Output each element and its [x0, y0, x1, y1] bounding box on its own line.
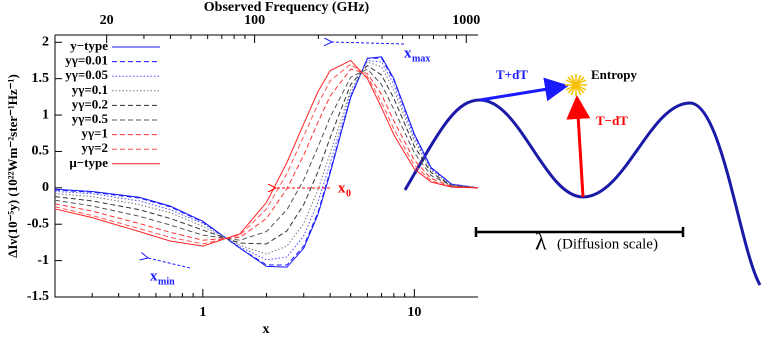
x2-axis-title: Observed Frequency (GHz)	[204, 0, 370, 15]
x-tick-label: 10	[407, 305, 421, 320]
arrow-cold	[566, 95, 591, 198]
y-tick-label: 0.5	[32, 144, 50, 159]
series-line	[54, 64, 479, 245]
series-line	[54, 63, 479, 245]
series-line	[54, 59, 479, 261]
y-tick-label: 0	[42, 180, 49, 195]
legend-label: yγ=0.5	[72, 111, 109, 126]
annotation-subscript: max	[412, 53, 430, 64]
y-tick-label: -1.5	[27, 289, 49, 304]
x2-tick-label: 100	[244, 13, 265, 28]
x2-tick-label: 1000	[452, 13, 480, 28]
diagram: T+dT Entropy T−dT λ (Diffusion scale)	[403, 67, 762, 286]
legend-label: yγ=0.01	[65, 53, 108, 68]
scale-text: (Diffusion scale)	[557, 236, 658, 252]
annotation-label: x	[338, 180, 346, 196]
legend-label: μ−type	[69, 155, 108, 170]
annotation-label: x	[150, 268, 158, 284]
annotation-arrow	[332, 42, 405, 44]
y-axis-title: ΔIν(10⁻⁵y) (10²²Wm⁻²ster⁻¹Hz⁻¹)	[5, 74, 20, 258]
wave	[403, 98, 762, 286]
series-line	[54, 68, 479, 241]
y-tick-label: 1	[42, 107, 49, 122]
x-axis-title: x	[263, 322, 270, 337]
series-line	[54, 68, 479, 241]
hot-label: T+dT	[496, 67, 528, 82]
legend-label: yγ=2	[82, 140, 109, 155]
x2-tick-label: 20	[100, 13, 114, 28]
annotation-label: x	[404, 45, 412, 61]
legend-label: yγ=0.1	[72, 82, 108, 97]
y-tick-label: -0.5	[27, 216, 49, 231]
series-line	[54, 56, 479, 268]
scale-symbol: λ	[535, 230, 547, 256]
y-tick-label: -1	[37, 253, 49, 268]
legend-label: yγ=0.05	[65, 67, 108, 82]
y-tick-label: 1.5	[32, 71, 50, 86]
annotation-arrow	[148, 258, 191, 269]
entropy-label: Entropy	[591, 67, 637, 82]
legend-label: yγ=1	[82, 126, 109, 141]
legend-label: y−type	[70, 38, 108, 53]
legend-label: yγ=0.2	[72, 96, 108, 111]
annotation-subscript: min	[158, 276, 175, 287]
burst	[565, 74, 587, 96]
series-line	[54, 61, 479, 255]
y-tick-label: 2	[42, 34, 49, 49]
cold-label: T−dT	[596, 113, 628, 128]
series-line	[54, 57, 479, 266]
x-tick-label: 1	[199, 305, 206, 320]
arrow-hot	[479, 77, 569, 102]
annotation-subscript: 0	[346, 188, 351, 199]
series-line	[54, 59, 479, 247]
axis-frame	[54, 34, 478, 298]
